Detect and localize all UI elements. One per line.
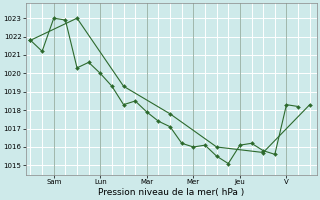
X-axis label: Pression niveau de la mer( hPa ): Pression niveau de la mer( hPa ) — [98, 188, 244, 197]
